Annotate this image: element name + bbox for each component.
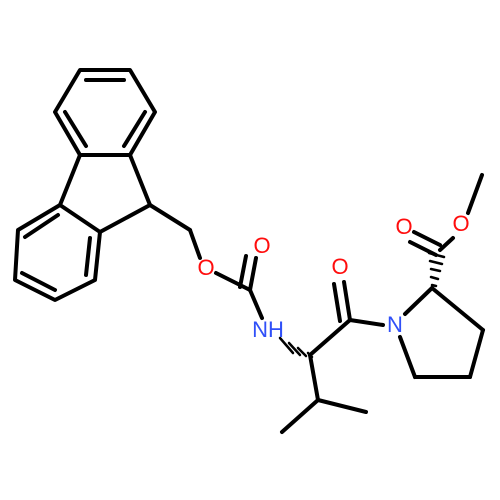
atom-label: O — [197, 255, 214, 280]
atom-label: O — [253, 233, 270, 258]
atom-label: O — [452, 211, 469, 236]
bonds — [13, 68, 485, 434]
atom-label: O — [395, 214, 412, 239]
atom-label: O — [331, 254, 348, 279]
atom-label: NH — [252, 317, 284, 342]
hashed-wedges — [278, 251, 446, 359]
atom-label: N — [387, 312, 403, 337]
